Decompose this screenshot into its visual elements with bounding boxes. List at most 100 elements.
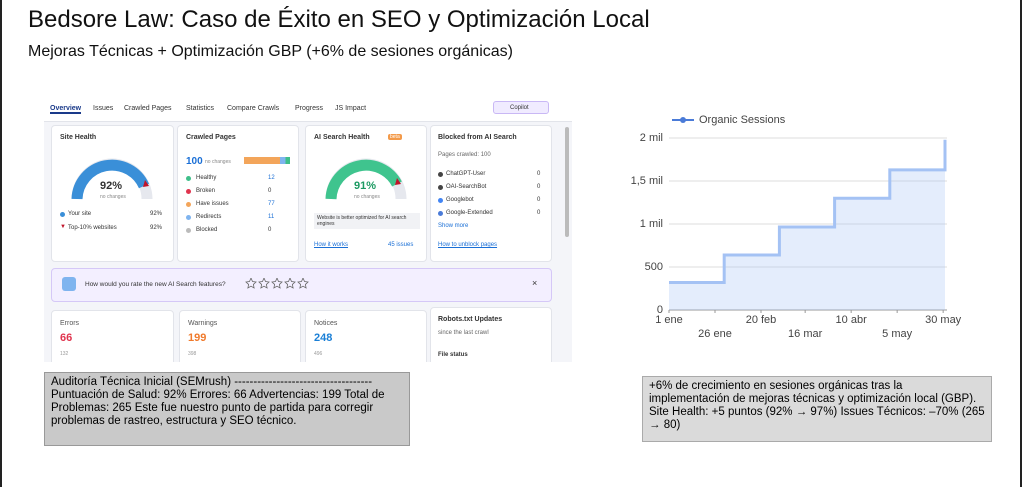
errors-card: Errors 66 132 bbox=[51, 310, 174, 362]
x-tick-label: 16 mar bbox=[788, 328, 823, 340]
decoration bbox=[186, 202, 191, 207]
tab[interactable]: Crawled Pages bbox=[124, 105, 172, 112]
rating-question: How would you rate the new AI Search fea… bbox=[85, 281, 226, 288]
row-label: ChatGPT-User bbox=[446, 171, 486, 177]
decoration bbox=[71, 159, 150, 200]
decoration bbox=[258, 278, 270, 289]
title: Bedsore Law: Caso de Éxito en SEO y Opti… bbox=[28, 6, 650, 33]
ai-search-card: AI Search Health beta 91% no changes Web… bbox=[305, 125, 427, 262]
tab[interactable]: Statistics bbox=[186, 105, 215, 112]
decoration bbox=[284, 278, 296, 289]
rating-stars[interactable] bbox=[245, 278, 315, 290]
row-label: Google-Extended bbox=[446, 210, 493, 216]
decoration: ▼ bbox=[60, 224, 66, 230]
site-health-card: Site Health 92% no changes Your site 92%… bbox=[51, 125, 174, 262]
tab[interactable]: JS Impact bbox=[335, 105, 367, 112]
decoration bbox=[60, 212, 65, 217]
left-note: Auditoría Técnica Inicial (SEMrush) ----… bbox=[44, 372, 410, 446]
show-more[interactable]: Show more bbox=[438, 223, 469, 229]
semrush-screenshot: Overview Issues Crawled Pages Statistics… bbox=[44, 97, 572, 362]
notices-value: 248 bbox=[314, 332, 333, 344]
card-title: Blocked from AI Search bbox=[438, 134, 517, 141]
decoration bbox=[245, 278, 257, 289]
card-title: Errors bbox=[60, 320, 80, 327]
legend-value: 92% bbox=[150, 225, 163, 231]
pages-sub: no changes bbox=[205, 159, 231, 165]
link[interactable]: How to unblock pages bbox=[438, 242, 498, 248]
x-tick-label: 5 may bbox=[882, 328, 912, 340]
row-value: 0 bbox=[537, 184, 541, 190]
gauge bbox=[325, 158, 407, 200]
decoration bbox=[325, 159, 402, 200]
tab[interactable]: Progress bbox=[295, 105, 324, 112]
row-label: Googlebot bbox=[446, 197, 474, 203]
blocked-sub: Pages crawled: 100 bbox=[438, 152, 491, 158]
y-tick-label: 2 mil bbox=[640, 132, 663, 144]
y-tick-label: 500 bbox=[645, 261, 663, 273]
gauge-value: 91% bbox=[354, 180, 377, 192]
row-value: 0 bbox=[268, 188, 272, 194]
subtitle: Mejoras Técnicas + Optimización GBP (+6%… bbox=[28, 43, 513, 60]
warnings-sub: 398 bbox=[188, 351, 197, 357]
legend-label: Your site bbox=[68, 211, 92, 217]
card-title: Warnings bbox=[188, 320, 218, 327]
robots-card: Robots.txt Updates since the last crawl … bbox=[430, 307, 552, 362]
tab[interactable]: Compare Crawls bbox=[227, 105, 280, 112]
scrollbar bbox=[565, 127, 569, 237]
card-title: AI Search Health bbox=[314, 134, 370, 141]
row-value: 12 bbox=[268, 175, 275, 181]
decoration bbox=[186, 176, 191, 181]
tab[interactable]: Overview bbox=[50, 105, 82, 114]
card-title: Crawled Pages bbox=[186, 134, 236, 141]
x-tick-label: 10 abr bbox=[836, 314, 868, 326]
x-tick-label: 20 feb bbox=[746, 314, 777, 326]
legend-dot bbox=[680, 117, 686, 123]
warnings-card: Warnings 199 398 bbox=[179, 310, 301, 362]
tab[interactable]: Issues bbox=[93, 105, 114, 112]
blocked-card: Blocked from AI Search Pages crawled: 10… bbox=[430, 125, 552, 262]
row-value: 11 bbox=[268, 214, 275, 220]
line bbox=[669, 139, 947, 284]
robots-sub: since the last crawl bbox=[438, 330, 489, 336]
decoration bbox=[186, 215, 191, 220]
decoration bbox=[438, 198, 443, 203]
crawled-pages-card: Crawled Pages 100 no changes Healthy 12 B… bbox=[177, 125, 299, 262]
warnings-value: 199 bbox=[188, 332, 207, 344]
decoration bbox=[438, 211, 443, 216]
x-tick-label: 1 ene bbox=[655, 314, 683, 326]
row-value: 0 bbox=[537, 171, 541, 177]
notices-card: Notices 248 496 bbox=[305, 310, 427, 362]
card-title: Site Health bbox=[60, 134, 97, 141]
decoration bbox=[143, 180, 149, 187]
rating-banner: How would you rate the new AI Search fea… bbox=[51, 268, 552, 302]
x-tick-label: 26 ene bbox=[698, 328, 732, 340]
link[interactable]: How it works bbox=[314, 242, 349, 248]
decoration bbox=[395, 178, 401, 185]
ai-note: Website is better optimized for AI searc… bbox=[314, 213, 420, 229]
row-value: 0 bbox=[268, 227, 272, 233]
area bbox=[669, 139, 945, 310]
card-title: Notices bbox=[314, 320, 338, 327]
decoration bbox=[186, 189, 191, 194]
copilot-button[interactable]: Copilot bbox=[493, 101, 549, 114]
row-value: 77 bbox=[268, 201, 275, 207]
decoration bbox=[271, 278, 283, 289]
row-label: Blocked bbox=[196, 227, 218, 233]
close[interactable]: × bbox=[532, 278, 538, 288]
issues-link[interactable]: 45 issues bbox=[388, 242, 414, 248]
row-value: 0 bbox=[537, 197, 541, 203]
legend-label: Top-10% websites bbox=[68, 225, 117, 231]
decoration bbox=[297, 278, 309, 289]
gauge-sub: no changes bbox=[354, 194, 380, 200]
row-label: OAI-SearchBot bbox=[446, 184, 487, 190]
notices-sub: 496 bbox=[314, 351, 323, 357]
card-title: Robots.txt Updates bbox=[438, 316, 503, 323]
pages-value: 100 bbox=[186, 156, 203, 167]
legend-value: 92% bbox=[150, 211, 163, 217]
y-tick-label: 1 mil bbox=[640, 218, 663, 230]
y-tick-label: 1,5 mil bbox=[631, 175, 663, 187]
errors-value: 66 bbox=[60, 332, 73, 344]
decoration bbox=[438, 172, 443, 177]
gauge-value: 92% bbox=[100, 180, 123, 192]
